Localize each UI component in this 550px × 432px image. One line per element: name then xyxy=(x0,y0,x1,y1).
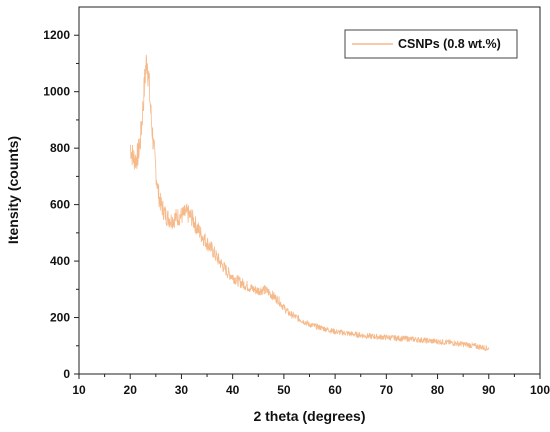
data-point xyxy=(130,145,131,146)
y-tick-label: 400 xyxy=(50,254,70,268)
x-tick-label: 80 xyxy=(431,383,445,397)
data-point xyxy=(253,289,254,290)
data-point xyxy=(324,328,325,329)
legend: CSNPs (0.8 wt.%) xyxy=(344,29,518,59)
data-point xyxy=(355,334,356,335)
data-point xyxy=(140,139,141,140)
data-point xyxy=(478,346,479,347)
data-point xyxy=(227,272,228,273)
data-point xyxy=(137,155,138,156)
data-point xyxy=(201,235,202,236)
data-point xyxy=(153,142,154,143)
data-point xyxy=(150,111,151,112)
ticks-layer: 10 20 30 40 50 60 70 80 90 1000200400600800100012… xyxy=(43,28,550,397)
data-point xyxy=(158,193,159,194)
data-point xyxy=(181,215,182,216)
data-point xyxy=(299,318,300,319)
data-point xyxy=(345,333,346,334)
data-point xyxy=(217,258,218,259)
data-point xyxy=(176,217,177,218)
data-point xyxy=(248,286,249,287)
y-tick-label: 800 xyxy=(50,141,70,155)
data-point xyxy=(396,338,397,339)
data-point xyxy=(222,265,223,266)
x-tick-label: 40 xyxy=(226,383,240,397)
data-point xyxy=(335,331,336,332)
data-point xyxy=(147,57,148,58)
data-point xyxy=(417,339,418,340)
data-point xyxy=(304,321,305,322)
x-axis-title: 2 theta (degrees) xyxy=(253,408,365,424)
data-point xyxy=(191,217,192,218)
x-tick-label: 20 xyxy=(124,383,138,397)
data-point xyxy=(148,77,149,78)
legend-label: CSNPs (0.8 wt.%) xyxy=(398,37,501,51)
data-point xyxy=(160,204,161,205)
data-point xyxy=(283,307,284,308)
plot-frame xyxy=(78,6,541,375)
data-point xyxy=(155,170,156,171)
data-point xyxy=(376,336,377,337)
data-point xyxy=(258,290,259,291)
data-point xyxy=(166,215,167,216)
series-layer xyxy=(129,54,490,352)
data-point xyxy=(186,213,187,214)
data-point xyxy=(278,300,279,301)
data-point xyxy=(145,69,146,70)
y-tick-label: 600 xyxy=(50,198,70,212)
data-point xyxy=(365,335,366,336)
data-point xyxy=(207,242,208,243)
data-point xyxy=(143,105,144,106)
data-point xyxy=(437,341,438,342)
data-point xyxy=(171,220,172,221)
data-point xyxy=(427,340,428,341)
x-tick-label: 60 xyxy=(328,383,342,397)
x-tick-label: 90 xyxy=(482,383,496,397)
data-point xyxy=(273,296,274,297)
x-tick-label: 30 xyxy=(175,383,189,397)
data-point xyxy=(468,344,469,345)
data-point xyxy=(132,156,133,157)
y-tick-label: 0 xyxy=(63,367,70,381)
data-point xyxy=(406,338,407,339)
data-point xyxy=(319,327,320,328)
y-tick-label: 1000 xyxy=(43,85,70,99)
data-point xyxy=(447,342,448,343)
data-point xyxy=(232,276,233,277)
data-point xyxy=(212,249,213,250)
data-point xyxy=(294,316,295,317)
data-point xyxy=(458,343,459,344)
data-point xyxy=(488,348,489,349)
series-line xyxy=(129,54,490,352)
data-point xyxy=(242,283,243,284)
y-tick-label: 1200 xyxy=(43,28,70,42)
data-point xyxy=(309,324,310,325)
data-point xyxy=(237,280,238,281)
x-tick-label: 50 xyxy=(277,383,291,397)
data-point xyxy=(135,159,136,160)
data-point xyxy=(386,337,387,338)
data-point xyxy=(314,326,315,327)
data-point xyxy=(268,292,269,293)
data-point xyxy=(196,227,197,228)
data-point xyxy=(263,289,264,290)
y-axis-title: Itensity (counts) xyxy=(5,136,21,244)
y-tick-label: 200 xyxy=(50,311,70,325)
x-tick-label: 10 xyxy=(72,383,86,397)
x-tick-label: 100 xyxy=(530,383,550,397)
data-point xyxy=(289,313,290,314)
x-tick-label: 70 xyxy=(380,383,394,397)
data-point xyxy=(329,330,330,331)
